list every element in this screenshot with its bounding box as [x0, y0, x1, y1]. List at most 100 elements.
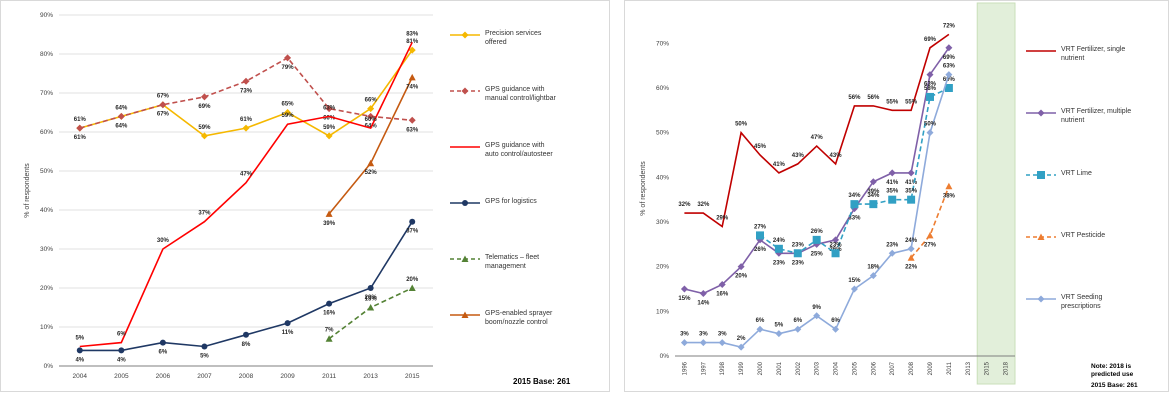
x-tick-label: 2013 [966, 361, 972, 375]
legend-marker [1037, 109, 1045, 117]
legend-label: VRT Fertilizer, single nutrient [1061, 46, 1126, 62]
data-point [813, 312, 821, 320]
data-point [944, 84, 953, 92]
x-tick-label: 1999 [739, 361, 745, 375]
series-line-0 [684, 33, 950, 228]
x-tick-label: 2004 [834, 361, 840, 375]
data-label: 69% [943, 55, 956, 61]
x-tick-label: 2008 [909, 361, 915, 375]
data-label: 60% [365, 117, 378, 123]
data-label: 20% [365, 295, 378, 301]
data-point [680, 285, 688, 293]
legend-label: VRT Pesticide [1061, 232, 1106, 239]
data-point [832, 236, 840, 244]
data-label: 23% [773, 260, 786, 266]
y-tick-label: 80% [40, 51, 53, 58]
data-label: 55% [886, 99, 899, 105]
data-point [793, 249, 802, 258]
data-label: 27% [924, 242, 937, 248]
series-line-2 [79, 41, 413, 348]
data-label: 5% [775, 323, 784, 329]
data-label: 37% [198, 211, 211, 217]
legend-swatch [1026, 171, 1056, 179]
legend-swatch [450, 87, 480, 95]
data-point [159, 101, 167, 109]
data-label: 45% [754, 144, 767, 150]
y-tick-label: 50% [656, 130, 669, 137]
data-label: 41% [773, 162, 786, 168]
data-point [794, 325, 802, 333]
left-base-note: 2015 Base: 261 [513, 377, 571, 386]
right-legend-item: VRT Fertilizer, single nutrient [1025, 45, 1135, 63]
data-label: 65% [282, 102, 295, 108]
data-point [718, 339, 726, 347]
x-tick-label: 2006 [156, 373, 171, 380]
data-point [869, 200, 878, 209]
right-legend-item: VRT Seeding prescriptions [1025, 293, 1135, 311]
data-point [926, 231, 934, 239]
data-point [367, 112, 375, 120]
data-label: 73% [240, 88, 253, 94]
data-point [775, 330, 783, 338]
data-label: 20% [735, 274, 748, 280]
data-point [159, 339, 166, 346]
data-label: 4% [117, 357, 126, 363]
y-tick-label: 40% [656, 174, 669, 181]
data-label: 33% [848, 216, 861, 222]
legend-swatch [450, 311, 480, 318]
data-point [737, 263, 745, 271]
legend-swatch [450, 146, 480, 148]
data-point [945, 182, 953, 190]
data-label: 26% [811, 229, 824, 235]
data-point [869, 272, 877, 280]
data-label: 47% [240, 172, 253, 178]
data-label: 72% [943, 23, 956, 29]
y-tick-label: 10% [656, 308, 669, 315]
data-label: 9% [812, 305, 821, 311]
x-tick-label: 2003 [815, 361, 821, 375]
data-label: 59% [323, 125, 336, 131]
x-tick-label: 2015 [985, 361, 991, 375]
data-label: 64% [115, 123, 128, 129]
data-label: 63% [924, 82, 937, 88]
x-tick-label: 2009 [928, 361, 934, 375]
data-point [325, 105, 333, 113]
legend-swatch [1026, 50, 1056, 52]
data-label: 56% [867, 95, 880, 101]
right-chart-panel: 0% 10% 20% 30% 40% 50% 60% 70% % of respondents 1… [624, 0, 1169, 392]
left-chart-panel: 0% 10% 20% 30% 40% 50% 60% 70% 80% 90% % of respon… [0, 0, 610, 392]
legend-label: GPS guidance with auto control/autosteer [485, 142, 553, 158]
y-tick-label: 70% [40, 90, 53, 97]
data-point [242, 124, 250, 132]
data-point [907, 195, 916, 204]
legend-label: VRT Fertilizer, multiple nutrient [1061, 108, 1132, 124]
legend-swatch [450, 31, 480, 39]
data-label: 66% [323, 116, 336, 122]
x-tick-label: 2001 [777, 361, 783, 375]
data-point [718, 281, 726, 289]
data-label: 23% [792, 260, 805, 266]
data-label: 47% [811, 135, 824, 141]
x-tick-label: 1996 [682, 361, 688, 375]
legend-swatch [1026, 233, 1056, 240]
data-point [200, 93, 208, 101]
x-tick-label: 1997 [701, 361, 707, 375]
data-point [907, 245, 915, 253]
data-label: 39% [867, 189, 880, 195]
legend-marker [461, 255, 469, 262]
left-legend-item: GPS guidance with manual control/lightba… [449, 85, 559, 103]
x-tick-label: 2005 [852, 361, 858, 375]
data-point [680, 339, 688, 347]
x-tick-label: 2005 [114, 373, 129, 380]
data-label: 55% [905, 99, 918, 105]
right-base-note: 2015 Base: 261 [1091, 382, 1138, 389]
data-point [408, 116, 416, 124]
data-point [888, 195, 897, 204]
x-tick-label: 2008 [239, 373, 254, 380]
data-label: 79% [282, 65, 295, 71]
data-label: 3% [718, 332, 727, 338]
data-point [409, 218, 416, 225]
left-legend-item: GPS guidance with auto control/autosteer [449, 141, 559, 159]
left-legend-item: GPS-enabled sprayer boom/nozzle control [449, 309, 559, 327]
data-label: 3% [699, 332, 708, 338]
